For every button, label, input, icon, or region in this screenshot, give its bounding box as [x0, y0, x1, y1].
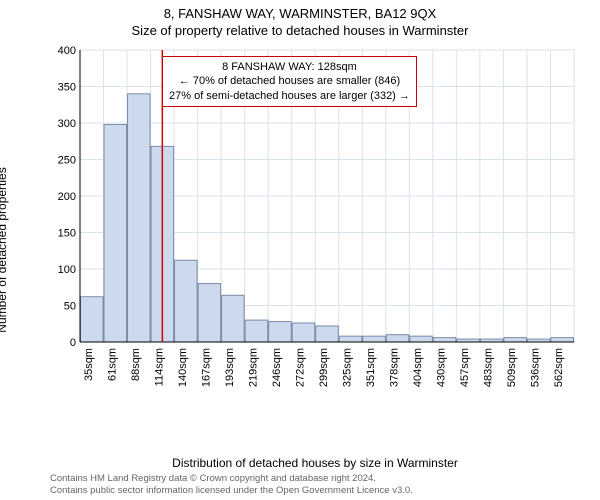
svg-text:272sqm: 272sqm: [294, 348, 306, 387]
svg-text:219sqm: 219sqm: [247, 348, 259, 387]
svg-text:536sqm: 536sqm: [530, 348, 542, 387]
annotation-box: 8 FANSHAW WAY: 128sqm← 70% of detached h…: [162, 56, 417, 107]
chart-area: 0 50 100 150 200 250 300 350 400 35sqm 61sqm 88sqm 1…: [50, 44, 580, 424]
footer-line-2: Contains public sector information licen…: [50, 485, 590, 496]
y-axis-label: Number of detached properties: [0, 167, 9, 332]
svg-text:325sqm: 325sqm: [342, 348, 354, 387]
svg-text:378sqm: 378sqm: [389, 348, 401, 387]
svg-text:404sqm: 404sqm: [412, 348, 424, 387]
svg-text:562sqm: 562sqm: [553, 348, 565, 387]
annotation-line: 27% of semi-detached houses are larger (…: [169, 89, 410, 103]
svg-text:50: 50: [64, 301, 76, 313]
svg-text:351sqm: 351sqm: [365, 348, 377, 387]
svg-text:61sqm: 61sqm: [106, 348, 118, 381]
svg-text:140sqm: 140sqm: [177, 348, 189, 387]
svg-text:150: 150: [58, 228, 76, 240]
annotation-line: ← 70% of detached houses are smaller (84…: [169, 74, 410, 88]
annotation-line: 8 FANSHAW WAY: 128sqm: [169, 60, 410, 74]
footer-line-1: Contains HM Land Registry data © Crown c…: [50, 473, 590, 484]
svg-text:483sqm: 483sqm: [483, 348, 495, 387]
svg-text:509sqm: 509sqm: [506, 348, 518, 387]
x-axis-label: Distribution of detached houses by size …: [50, 456, 580, 470]
svg-text:430sqm: 430sqm: [436, 348, 448, 387]
svg-text:250: 250: [58, 155, 76, 167]
svg-text:0: 0: [70, 337, 76, 349]
svg-text:300: 300: [58, 118, 76, 130]
svg-text:35sqm: 35sqm: [83, 348, 95, 381]
title-line-2: Size of property relative to detached ho…: [0, 23, 600, 38]
svg-text:193sqm: 193sqm: [224, 348, 236, 387]
svg-text:100: 100: [58, 264, 76, 276]
chart-titles: 8, FANSHAW WAY, WARMINSTER, BA12 9QX Siz…: [0, 0, 600, 38]
svg-text:88sqm: 88sqm: [130, 348, 142, 381]
svg-text:167sqm: 167sqm: [200, 348, 212, 387]
svg-text:246sqm: 246sqm: [271, 348, 283, 387]
svg-text:400: 400: [58, 45, 76, 57]
svg-text:457sqm: 457sqm: [459, 348, 471, 387]
svg-text:200: 200: [58, 191, 76, 203]
title-line-1: 8, FANSHAW WAY, WARMINSTER, BA12 9QX: [0, 6, 600, 21]
footer-attribution: Contains HM Land Registry data © Crown c…: [50, 473, 590, 496]
svg-text:114sqm: 114sqm: [153, 348, 165, 386]
svg-text:350: 350: [58, 82, 76, 94]
svg-text:299sqm: 299sqm: [318, 348, 330, 387]
